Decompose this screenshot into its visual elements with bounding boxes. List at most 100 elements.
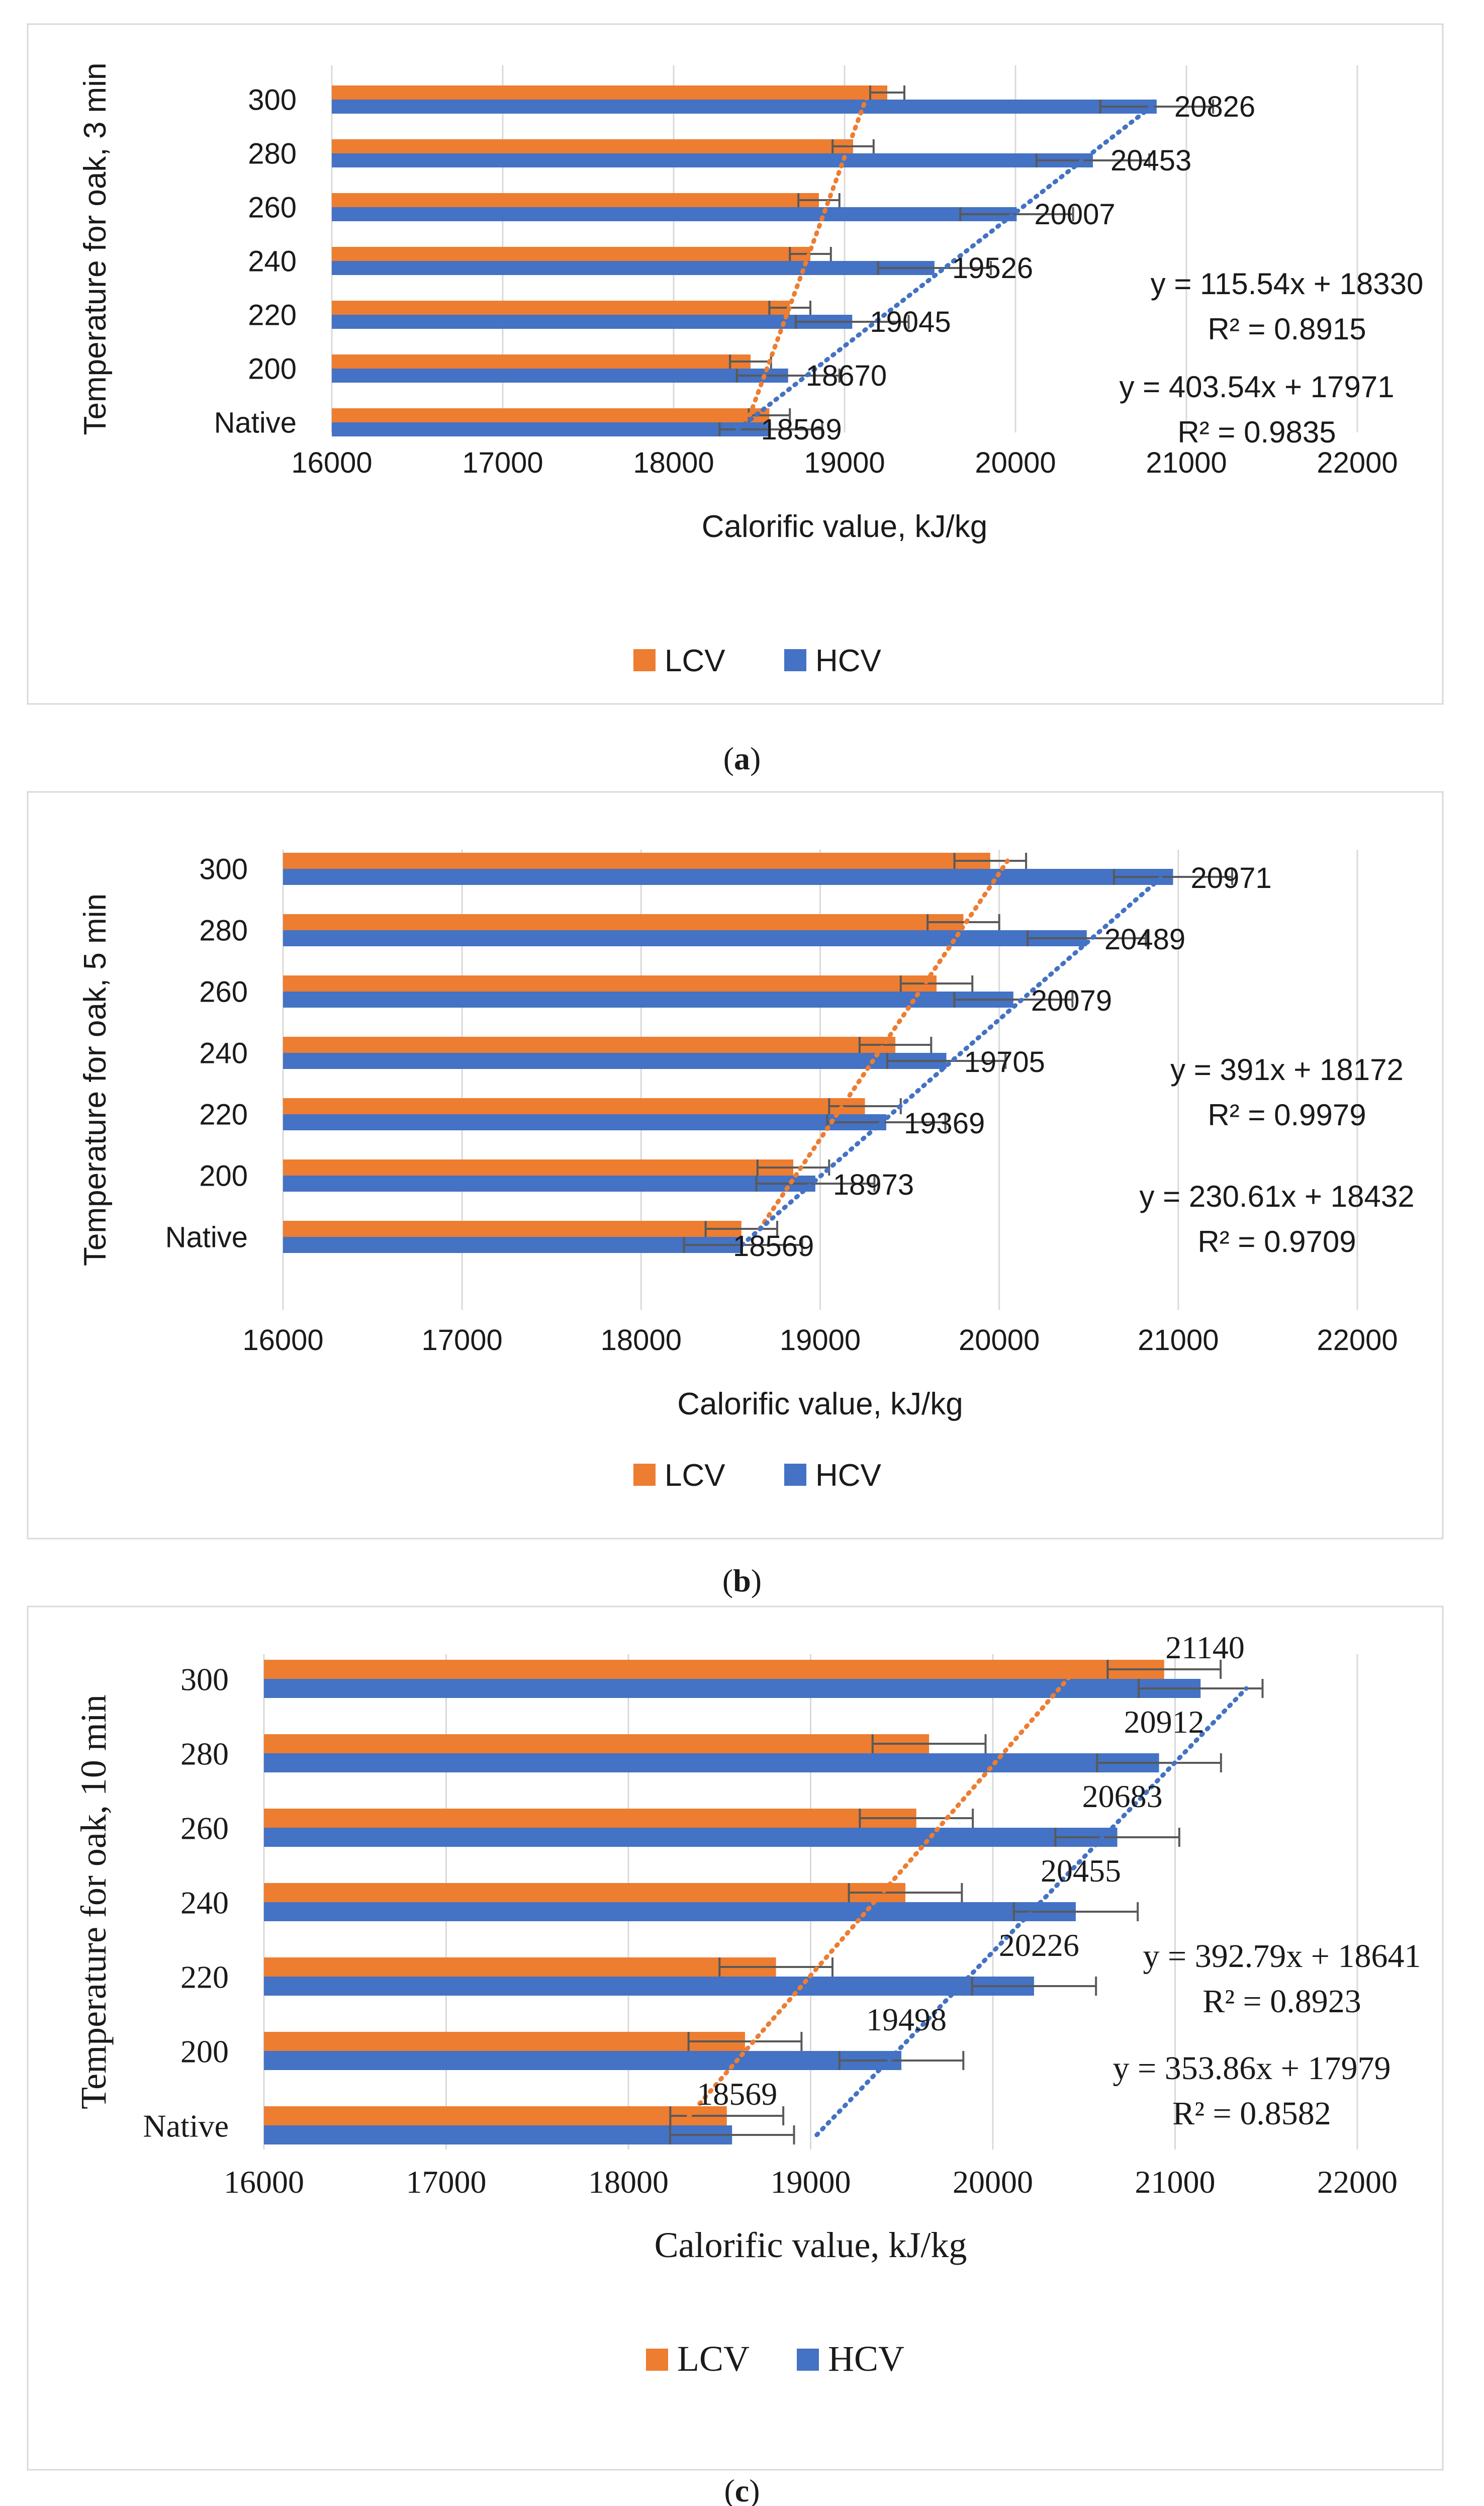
lcv-bar <box>283 1037 896 1053</box>
y-category-label: 200 <box>199 1159 248 1192</box>
legend-swatch-lcv <box>633 1464 656 1486</box>
x-tick-label: 22000 <box>1317 2164 1398 2200</box>
hcv-bar <box>264 2051 902 2070</box>
hcv-bar <box>332 207 1017 221</box>
y-category-label: 300 <box>199 853 248 885</box>
y-category-label: 200 <box>180 2033 229 2069</box>
x-axis-title: Calorific value, kJ/kg <box>702 509 988 544</box>
data-label: 18569 <box>761 413 842 446</box>
legend-label-lcv: LCV <box>677 2339 750 2379</box>
legend-swatch-lcv <box>633 649 656 671</box>
x-tick-label: 19000 <box>771 2164 851 2200</box>
panel-label: (a) <box>723 741 761 776</box>
hcv-bar <box>283 1114 886 1130</box>
lcv-bar <box>264 1957 776 1977</box>
lcv-bar <box>283 1098 865 1114</box>
trendline-equation: y = 392.79x + 18641 <box>1143 1938 1421 1975</box>
data-label: 18670 <box>806 360 887 392</box>
data-label: 20079 <box>1031 984 1112 1017</box>
x-tick-label: 17000 <box>422 1324 503 1357</box>
trendline-equation: y = 391x + 18172 <box>1170 1053 1404 1087</box>
x-tick-label: 17000 <box>406 2164 487 2200</box>
hcv-bar <box>332 153 1093 167</box>
hcv-bar <box>264 1753 1159 1772</box>
lcv-bar <box>283 914 964 930</box>
legend-label-lcv: LCV <box>665 1458 725 1493</box>
data-label: 19045 <box>870 306 951 338</box>
lcv-bar <box>332 85 887 100</box>
legend-swatch-hcv <box>797 2349 819 2371</box>
y-category-label: 260 <box>248 191 297 224</box>
data-label: 20971 <box>1191 862 1272 894</box>
trendline-equation: y = 115.54x + 18330 <box>1151 267 1424 301</box>
hcv-bar <box>283 869 1173 885</box>
legend-label-hcv: HCV <box>815 1458 882 1493</box>
hcv-bar <box>283 1053 947 1069</box>
data-label: 20912 <box>1124 1704 1204 1740</box>
data-label: 20826 <box>1174 91 1255 123</box>
y-category-label: Native <box>214 406 297 439</box>
x-tick-label: 22000 <box>1317 446 1398 479</box>
chart-frame <box>27 791 1444 1540</box>
hcv-bar <box>332 315 853 329</box>
hcv-bar <box>283 992 1013 1008</box>
legend-swatch-hcv <box>784 649 806 671</box>
x-tick-label: 19000 <box>804 446 885 479</box>
lcv-bar <box>283 1221 741 1237</box>
x-tick-label: 17000 <box>462 446 543 479</box>
data-label: 18569 <box>697 2076 777 2112</box>
lcv-trendline <box>757 858 1010 1231</box>
hcv-bar <box>332 422 771 436</box>
hcv-bar <box>264 1902 1076 1921</box>
data-label: 19526 <box>952 252 1033 285</box>
data-label: 20455 <box>1041 1853 1121 1889</box>
trendline-equation: y = 353.86x + 17979 <box>1113 2050 1391 2087</box>
hcv-bar <box>264 1679 1201 1698</box>
x-tick-label: 20000 <box>959 1324 1040 1357</box>
y-axis-title: Temperature for oak, 3 min <box>78 63 113 435</box>
data-label: 18569 <box>733 1230 814 1263</box>
y-category-label: 220 <box>199 1098 248 1131</box>
panel-label: (c) <box>724 2473 760 2506</box>
hcv-trendline <box>735 104 1154 432</box>
r-squared-label: R² = 0.8923 <box>1202 1983 1361 2020</box>
y-category-label: 240 <box>199 1037 248 1069</box>
panel-label: (b) <box>722 1563 762 1598</box>
x-tick-label: 18000 <box>588 2164 669 2200</box>
lcv-bar <box>264 2106 727 2125</box>
data-label: 19498 <box>866 2002 947 2037</box>
hcv-bar <box>264 1977 1034 1996</box>
x-tick-label: 16000 <box>242 1324 323 1357</box>
y-category-label: 300 <box>248 83 297 116</box>
legend-swatch-lcv <box>646 2349 668 2371</box>
lcv-bar <box>264 1883 905 1902</box>
data-label: 19705 <box>964 1046 1045 1079</box>
hcv-bar <box>332 369 788 383</box>
y-axis-title: Temperature for oak, 10 min <box>73 1694 114 2109</box>
legend-label-hcv: HCV <box>828 2339 904 2379</box>
y-category-label: 260 <box>199 975 248 1008</box>
data-label: 19369 <box>904 1107 985 1140</box>
data-label: 20226 <box>999 1927 1079 1963</box>
lcv-bar <box>264 1734 930 1753</box>
data-label: 21140 <box>1165 1630 1245 1665</box>
y-category-label: 220 <box>180 1959 229 1995</box>
data-label: 20489 <box>1104 923 1185 956</box>
x-tick-label: 21000 <box>1146 446 1227 479</box>
y-category-label: 240 <box>248 245 297 278</box>
hcv-bar <box>264 1828 1118 1847</box>
x-tick-label: 19000 <box>780 1324 861 1357</box>
lcv-bar <box>332 301 790 315</box>
x-tick-label: 18000 <box>633 446 714 479</box>
lcv-bar <box>332 408 770 422</box>
r-squared-label: R² = 0.9709 <box>1197 1225 1356 1259</box>
x-axis-title: Calorific value, kJ/kg <box>677 1387 963 1421</box>
lcv-bar <box>283 853 990 869</box>
y-category-label: 280 <box>199 914 248 947</box>
trendline-equation: y = 230.61x + 18432 <box>1139 1180 1414 1213</box>
y-category-label: 260 <box>180 1810 229 1846</box>
y-category-label: 280 <box>180 1736 229 1771</box>
r-squared-label: R² = 0.9835 <box>1177 415 1336 449</box>
trendline-equation: y = 403.54x + 17971 <box>1119 370 1394 404</box>
lcv-bar <box>283 975 937 992</box>
